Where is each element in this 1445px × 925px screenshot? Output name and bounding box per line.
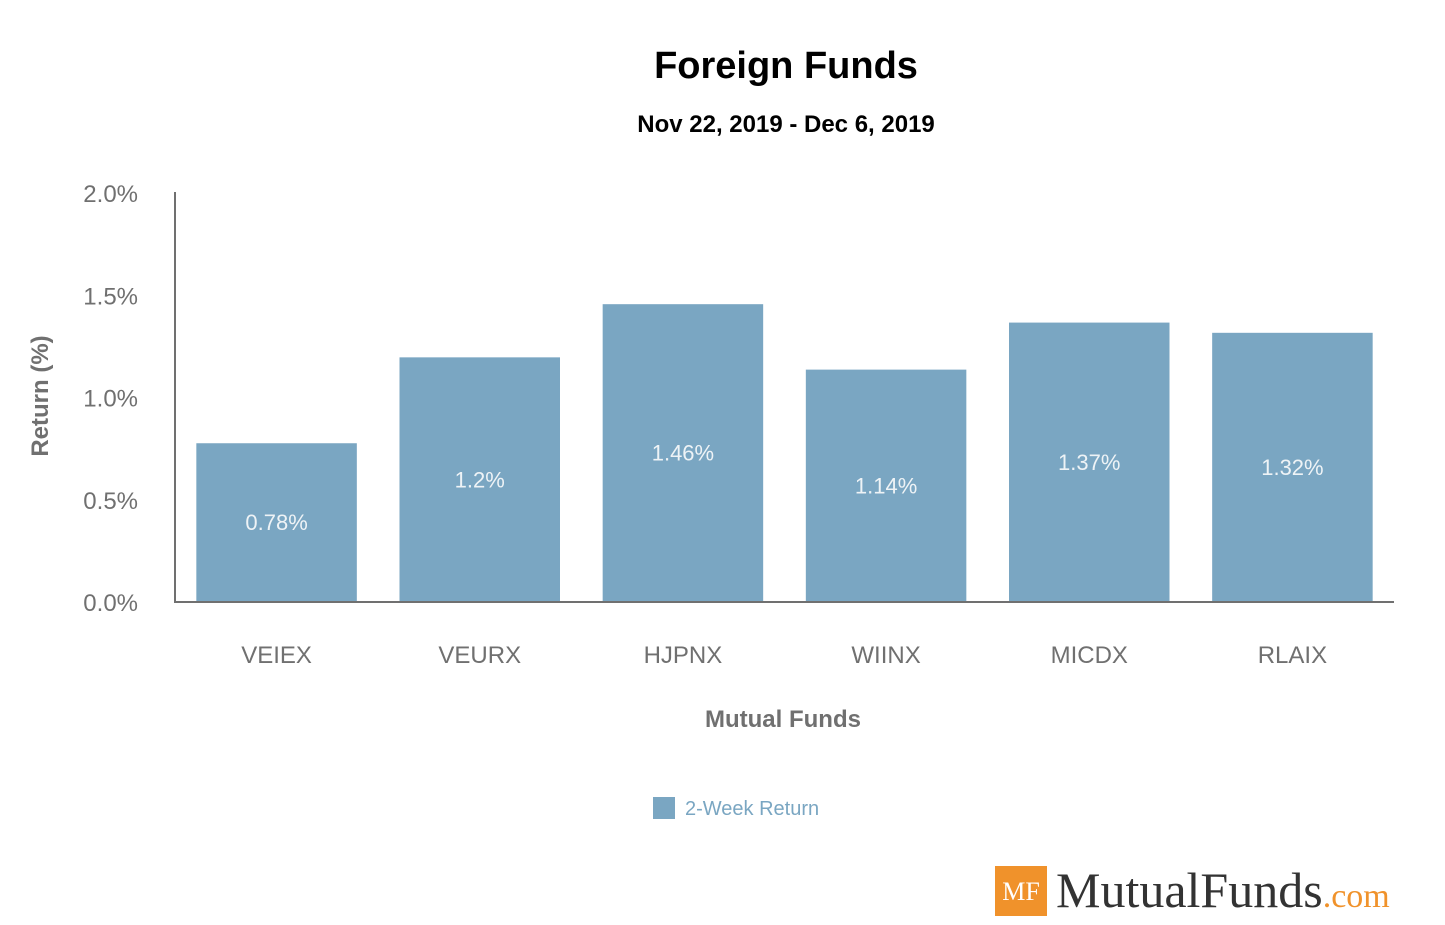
logo-wordmark: MutualFunds.com: [1056, 862, 1390, 918]
chart-subtitle: Nov 22, 2019 - Dec 6, 2019: [637, 111, 935, 138]
logo-name: MutualFunds: [1056, 862, 1323, 918]
y-tick-label: 1.0%: [83, 386, 138, 413]
legend[interactable]: 2-Week Return: [653, 797, 819, 820]
bar-value-label: 1.2%: [455, 467, 505, 492]
x-tick-labels: VEIEX VEURX HJPNX WIINX MICDX RLAIX: [241, 642, 1327, 669]
bar[interactable]: [601, 302, 765, 603]
legend-label: 2-Week Return: [685, 798, 819, 820]
bar[interactable]: [804, 368, 968, 603]
y-tick-label: 0.5%: [83, 488, 138, 515]
x-tick-label: VEURX: [438, 642, 521, 669]
y-axis-title: Return (%): [27, 335, 54, 456]
x-tick-label: HJPNX: [644, 642, 723, 669]
x-axis-title: Mutual Funds: [705, 706, 861, 733]
bar-value-label: 1.46%: [652, 441, 714, 466]
legend-swatch: [653, 797, 675, 819]
bar-value-label: 1.37%: [1058, 450, 1120, 475]
x-tick-label: VEIEX: [241, 642, 312, 669]
logo-mark-text: MF: [1002, 877, 1040, 906]
bar-value-label: 1.32%: [1261, 455, 1323, 480]
bar[interactable]: [194, 441, 359, 603]
bars: 0.78% 1.2% 1.46% 1.14% 1.37% 1.32%: [194, 302, 1375, 603]
logo-suffix: .com: [1323, 878, 1390, 915]
bar-value-label: 1.14%: [855, 473, 917, 498]
bar[interactable]: [1210, 331, 1375, 603]
mutualfunds-logo: MF MutualFunds.com: [995, 862, 1390, 918]
chart-title: Foreign Funds: [654, 45, 918, 87]
y-tick-label: 2.0%: [83, 181, 138, 208]
bar[interactable]: [1007, 321, 1171, 603]
bar-value-label: 0.78%: [245, 510, 307, 535]
x-tick-label: WIINX: [851, 642, 920, 669]
x-tick-label: MICDX: [1051, 642, 1128, 669]
bar[interactable]: [398, 355, 562, 603]
logo-mark-box: [995, 866, 1047, 916]
x-tick-label: RLAIX: [1258, 642, 1327, 669]
y-tick-label: 0.0%: [83, 590, 138, 617]
y-tick-label: 1.5%: [83, 283, 138, 310]
y-tick-labels: 0.0% 0.5% 1.0% 1.5% 2.0%: [83, 181, 138, 617]
